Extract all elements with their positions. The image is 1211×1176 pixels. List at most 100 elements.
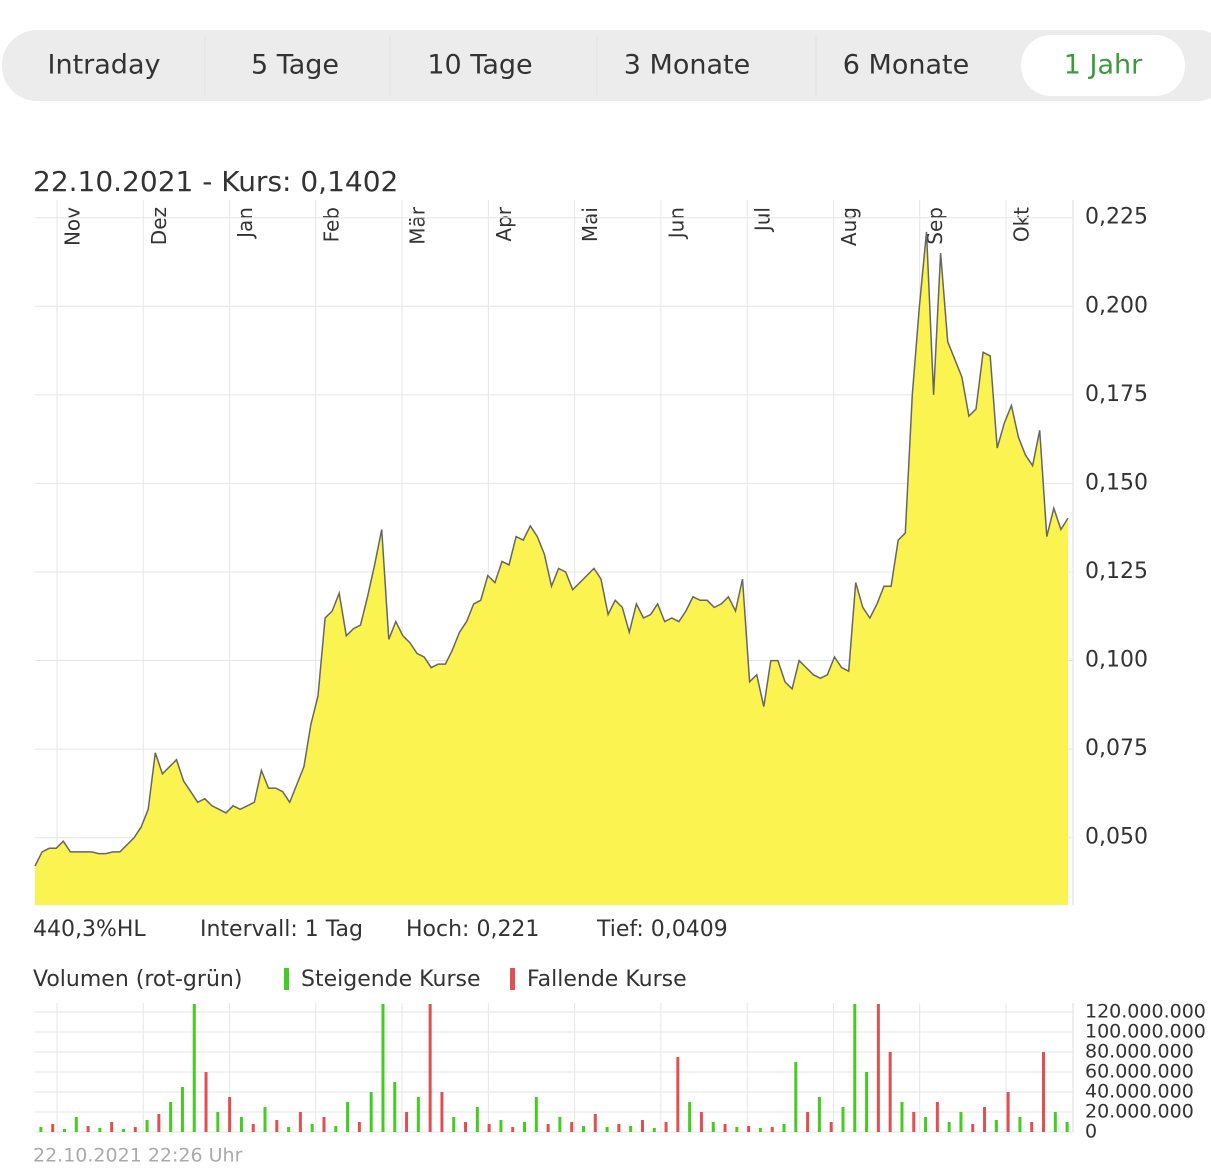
area [35, 231, 1068, 905]
y-tick-label: 60.000.000 [1085, 1061, 1194, 1083]
volume-bar [593, 1114, 597, 1132]
volume-bar [581, 1126, 585, 1132]
volume-bar [464, 1122, 468, 1132]
volume-bar [605, 1127, 609, 1132]
legend-label: Steigende Kurse [301, 967, 481, 992]
tab[interactable]: 3 Monate [624, 50, 750, 81]
volume-bar [393, 1082, 397, 1132]
chart-title: 22.10.2021 - Kurs: 0,1402 [33, 165, 398, 198]
volume-bar [499, 1120, 503, 1132]
volume-bar [298, 1112, 302, 1132]
volume-bar [971, 1124, 975, 1132]
legend-swatch [284, 968, 289, 990]
volume-bar [570, 1122, 574, 1132]
tab-bar [2, 30, 1211, 101]
tab[interactable]: 6 Monate [843, 50, 969, 81]
volume-bar [699, 1112, 703, 1132]
volume-bar [204, 1072, 208, 1132]
volume-bar [1065, 1122, 1069, 1132]
volume-bar [239, 1117, 243, 1132]
volume-bar [935, 1102, 939, 1132]
volume-bar [794, 1062, 798, 1132]
y-tick-label: 20.000.000 [1085, 1101, 1194, 1123]
volume-bar [959, 1112, 963, 1132]
volume-bar [86, 1126, 90, 1132]
y-tick-label: 0,175 [1085, 382, 1148, 407]
volume-bar [829, 1122, 833, 1132]
tab[interactable]: 5 Tage [251, 50, 339, 81]
volume-bar [74, 1117, 78, 1132]
volume-bar [62, 1129, 66, 1132]
volume-bar [900, 1102, 904, 1132]
volume-bar [1042, 1052, 1046, 1132]
volume-bar [617, 1124, 621, 1132]
x-tick-label: Dez [147, 207, 171, 245]
volume-bar [735, 1127, 739, 1132]
volume-bar [475, 1107, 479, 1132]
tab[interactable]: 1 Jahr [1064, 50, 1143, 81]
volume-bar [310, 1124, 314, 1132]
stat: 440,3%HL [33, 917, 146, 942]
volume-bar [487, 1124, 491, 1132]
volume-bar [758, 1128, 762, 1132]
volume-bar [369, 1092, 373, 1132]
volume-bar [133, 1127, 137, 1132]
volume-bar [841, 1107, 845, 1132]
volume-bar [180, 1087, 184, 1132]
y-tick-label: 80.000.000 [1085, 1041, 1194, 1063]
volume-bar [640, 1120, 644, 1132]
y-tick-label: 0,125 [1085, 559, 1148, 584]
volume-bar [817, 1097, 821, 1132]
volume-bar [51, 1124, 55, 1132]
tabs: Intraday 5 Tage 10 Tage 3 Monate 6 Monate 1 J… [48, 35, 1185, 96]
y-tick-label: 0,100 [1085, 648, 1148, 673]
volume-bar [39, 1127, 43, 1132]
volume-bar [98, 1128, 102, 1132]
volume-title: Volumen (rot-grün) [33, 967, 242, 992]
volume-bar [357, 1122, 361, 1132]
volume-bar [853, 1004, 857, 1132]
x-tick-label: Aug [837, 207, 861, 246]
volume-bar [983, 1107, 987, 1132]
stat: Tief: 0,0409 [596, 917, 728, 942]
tab[interactable]: Intraday [48, 50, 161, 81]
volume-bar [228, 1097, 232, 1132]
volume-bar [381, 1004, 385, 1132]
volume-bar [664, 1122, 668, 1132]
x-tick-label: Feb [319, 207, 343, 242]
y-tick-label: 120.000.000 [1085, 1001, 1206, 1023]
volume-bar [782, 1124, 786, 1132]
volume-bar [523, 1122, 527, 1132]
volume-bar [994, 1120, 998, 1132]
volume-bar [534, 1097, 538, 1132]
volume-bar [263, 1107, 267, 1132]
volume-bar [192, 1004, 196, 1132]
volume-bar [723, 1124, 727, 1132]
volume-bar [416, 1097, 420, 1132]
volume-bar [405, 1112, 409, 1132]
line [34, 231, 1069, 867]
tab[interactable]: 10 Tage [427, 50, 532, 81]
volume-bar [912, 1112, 916, 1132]
volume-bar [865, 1072, 869, 1132]
x-tick-label: Jul [751, 207, 775, 233]
volume-bar [688, 1102, 692, 1132]
volume-bar [1053, 1112, 1057, 1132]
legend-label: Fallende Kurse [527, 967, 687, 992]
volume-bar [1006, 1092, 1010, 1132]
y-tick-label: 0,050 [1085, 825, 1148, 850]
footer: 22.10.2021 22:26 Uhr [33, 1145, 243, 1167]
volume-bar [251, 1124, 255, 1132]
y-tick-label: 40.000.000 [1085, 1081, 1194, 1103]
volume-bar [157, 1114, 161, 1132]
volume-bar [511, 1127, 515, 1132]
volume-bar [558, 1117, 562, 1132]
x-tick-label: Mär [406, 206, 430, 245]
y-tick-label: 0,150 [1085, 470, 1148, 495]
y-tick-label: 0,075 [1085, 736, 1148, 761]
volume-bar [275, 1120, 279, 1132]
x-tick-label: Okt [1009, 207, 1033, 242]
stat: Hoch: 0,221 [406, 917, 539, 942]
active-tab-bg [1021, 35, 1185, 96]
